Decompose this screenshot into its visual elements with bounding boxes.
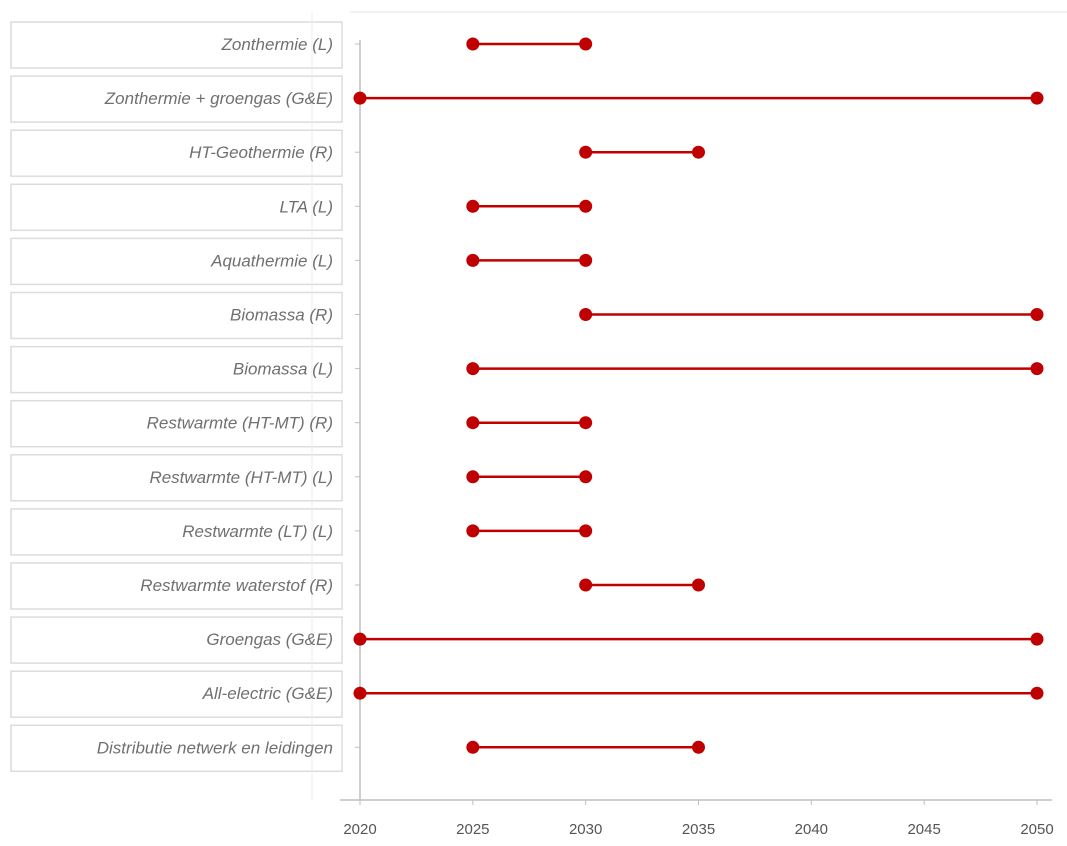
range-start-point	[466, 253, 480, 267]
range-start-point	[353, 91, 367, 105]
range-end-point	[579, 37, 593, 51]
row-label-box	[10, 670, 343, 718]
range-end-point	[1030, 91, 1044, 105]
range-end-point	[579, 416, 593, 430]
range-end-point	[579, 524, 593, 538]
axes	[311, 11, 1067, 801]
range-end-point	[692, 145, 705, 159]
range-start-point	[579, 578, 593, 592]
range-start-point	[353, 686, 367, 700]
row-label: Restwarmte (HT-MT) (R)	[147, 414, 333, 433]
row-label-box	[10, 616, 343, 664]
row-label: LTA (L)	[279, 197, 333, 216]
range-end-point	[579, 470, 593, 484]
x-axis-ticks: 2020 2025 2030 2035 2040 2045 2050	[343, 800, 1054, 838]
x-tick-label: 2045	[907, 821, 940, 838]
row-label: Aquathermie (L)	[210, 251, 333, 270]
range-start-point	[579, 308, 593, 321]
range-start-point	[466, 199, 480, 213]
range-end-point	[692, 740, 705, 754]
range-start-point	[353, 632, 367, 646]
x-tick-label: 2020	[343, 821, 376, 838]
range-start-point	[466, 524, 480, 538]
row-label-box	[10, 237, 343, 286]
range-end-point	[1030, 308, 1044, 321]
row-label-box	[10, 562, 343, 610]
row-label-box	[10, 129, 343, 177]
row-label: Groengas (G&E)	[206, 630, 333, 649]
chart-marks	[353, 37, 1044, 754]
row-label-box	[10, 291, 343, 340]
x-tick-label: 2040	[795, 821, 828, 838]
row-label-box	[10, 454, 343, 502]
row-label: All-electric (G&E)	[202, 684, 333, 703]
row-label: Zonthermie (L)	[221, 35, 333, 54]
range-start-point	[466, 470, 480, 484]
x-tick-label: 2025	[456, 821, 489, 838]
x-tick-label: 2035	[682, 821, 715, 838]
row-label: Zonthermie + groengas (G&E)	[104, 89, 333, 108]
row-label-box	[10, 21, 343, 69]
row-label: Restwarmte (HT-MT) (L)	[149, 468, 333, 487]
range-end-point	[1030, 686, 1044, 700]
row-label: HT-Geothermie (R)	[189, 143, 333, 162]
range-end-point	[579, 199, 593, 213]
range-end-point	[1030, 632, 1044, 646]
row-label-box	[10, 399, 343, 448]
row-label-box	[10, 75, 343, 123]
row-label-box	[10, 508, 343, 556]
row-label-box	[10, 345, 343, 394]
range-start-point	[579, 145, 593, 159]
range-end-point	[1030, 362, 1044, 376]
row-label: Biomassa (L)	[233, 360, 333, 379]
row-label: Restwarmte waterstof (R)	[140, 576, 333, 595]
row-label: Biomassa (R)	[230, 306, 333, 325]
x-tick-label: 2030	[569, 821, 602, 838]
row-label-box	[10, 724, 343, 773]
range-start-point	[466, 37, 480, 51]
range-end-point	[579, 253, 593, 267]
row-label: Restwarmte (LT) (L)	[182, 522, 333, 541]
range-end-point	[692, 578, 705, 592]
row-label-boxes	[10, 21, 343, 773]
row-label-box	[10, 183, 343, 232]
row-labels: Zonthermie (L) Zonthermie + groengas (G&E…	[97, 35, 333, 757]
range-start-point	[466, 740, 480, 754]
range-start-point	[466, 416, 480, 430]
range-start-point	[466, 362, 480, 376]
x-tick-label: 2050	[1020, 821, 1053, 838]
row-label: Distributie netwerk en leidingen	[97, 738, 333, 757]
